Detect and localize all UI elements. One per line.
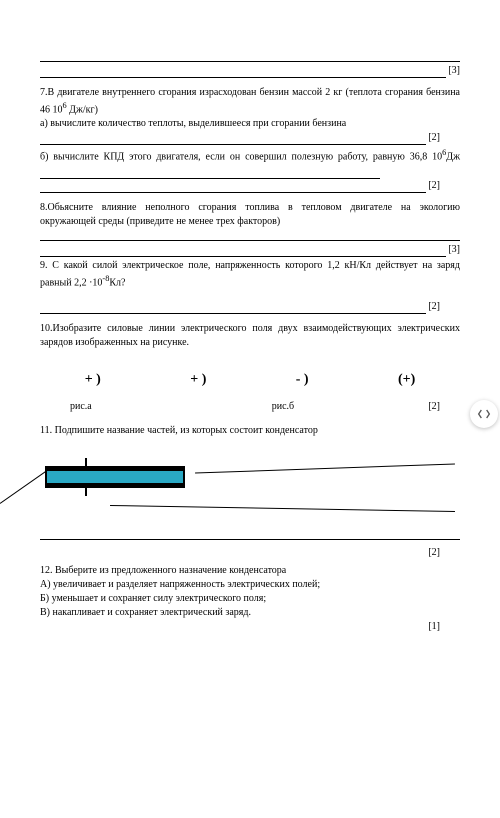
score-badge: [2] [40,546,440,560]
fig-labels-row: рис.а рис.б [2] [40,400,460,414]
q11-text: 11. Подпишите название частей, из которы… [40,424,460,438]
scroll-indicator-icon[interactable] [470,400,498,428]
q9-answer-line: [2] [40,300,460,314]
q7-sub-b-wrap: б) вычислите КПД этого двигателя, если о… [40,147,460,178]
q8-text: 8.Обьясните влияние неполного сгорания т… [40,201,460,229]
score-badge: [2] [426,300,440,314]
score-badge: [2] [428,400,440,414]
capacitor-icon [45,458,185,496]
q12-opt-c: В) накапливает и сохраняет электрический… [40,606,460,620]
q7-sub-b: б) вычислите КПД этого двигателя, если о… [40,152,442,163]
blank-line [40,229,460,241]
q7a-answer-line: [2] [40,131,460,145]
q12-opt-b: Б) уменьшает и сохраняет силу электричес… [40,592,460,606]
q7-sub-a: а) вычислите количество теплоты, выделив… [40,117,460,131]
q9-text-wrap: 9. С какой силой электрическое поле, нап… [40,259,460,290]
q7-main: 7.В двигателе внутреннего сгорания израс… [40,87,460,115]
document-page: [3] 7.В двигателе внутреннего сгорания и… [0,0,500,654]
blank-line [40,50,460,62]
score-badge: [2] [426,179,440,193]
score-badge: [3] [446,243,460,257]
q7b-answer-line: [2] [40,179,460,193]
charge-plus: + ) [190,370,206,390]
score-badge: [1] [40,620,440,634]
q7-unit-b: Дж [446,152,460,163]
fig-label-b: рис.б [272,400,294,414]
score-badge: [3] [446,64,460,78]
q7-text: 7.В двигателе внутреннего сгорания израс… [40,86,460,117]
charge-minus: - ) [296,370,309,390]
q10-text: 10.Изобразите силовые линии электрическо… [40,322,460,350]
blank-line [40,528,460,540]
q8-answer-line: [3] [40,243,460,257]
pointer-line [0,468,49,503]
charge-plus: + ) [85,370,101,390]
q9-text-b: Кл? [109,277,125,288]
score-badge: [2] [426,131,440,145]
fig-label-a: рис.а [70,400,92,414]
blank-line-scored: [3] [40,64,460,78]
q12-opt-a: А) увеличивает и разделяет напряженность… [40,578,460,592]
q12-text: 12. Выберите из предложенного назначение… [40,564,460,578]
label-line-top [195,463,455,473]
charges-row: + ) + ) - ) (+) [40,370,460,390]
charge-plus: (+) [398,370,415,390]
label-line-bottom [110,505,455,512]
capacitor-figure [40,448,460,518]
q7-unit-a: Дж/кг) [67,104,98,115]
